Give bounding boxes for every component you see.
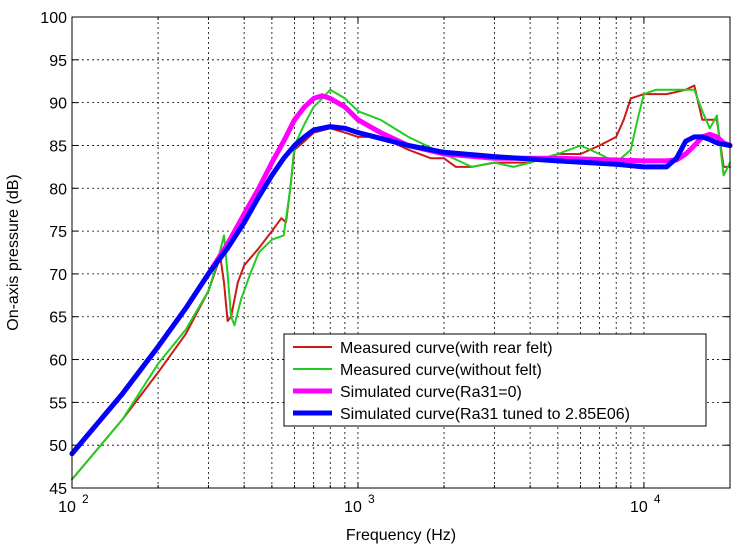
y-tick-label: 45 <box>49 481 67 498</box>
y-tick-label: 100 <box>40 10 67 27</box>
y-tick-label: 85 <box>49 138 67 155</box>
x-tick-label-exponent: 4 <box>654 492 661 506</box>
y-tick-label: 90 <box>49 96 67 113</box>
y-tick-label: 55 <box>49 395 67 412</box>
legend-label-1: Measured curve(with rear felt) <box>340 340 553 357</box>
x-tick-label-exponent: 2 <box>82 492 89 506</box>
grid <box>72 17 730 488</box>
tick-labels: 45 50 55 60 65 70 75 80 85 90 95 100 10 2 10 3 10 4 <box>40 10 661 516</box>
x-tick-label: 10 <box>630 499 648 516</box>
series-group <box>69 84 733 481</box>
y-tick-label: 60 <box>49 353 67 370</box>
legend: Measured curve(with rear felt) Measured c… <box>283 333 707 427</box>
y-tick-label: 65 <box>49 310 67 327</box>
legend-label-2: Measured curve(without felt) <box>340 362 542 379</box>
legend-label-3: Simulated curve(Ra31=0) <box>340 384 522 401</box>
y-tick-label: 50 <box>49 438 67 455</box>
legend-items: Measured curve(with rear felt) Measured c… <box>293 340 630 423</box>
y-tick-label: 70 <box>49 267 67 284</box>
series-line-3 <box>69 93 733 457</box>
series-line-2 <box>71 88 731 481</box>
x-tick-label: 10 <box>344 499 362 516</box>
x-tick-label: 10 <box>58 499 76 516</box>
plot-frame <box>71 16 731 489</box>
x-axis-label: Frequency (Hz) <box>346 527 456 544</box>
y-tick-label: 95 <box>49 53 67 70</box>
y-tick-label: 80 <box>49 181 67 198</box>
x-tick-label-exponent: 3 <box>368 492 375 506</box>
series-line-4 <box>69 124 733 457</box>
y-axis-label: On-axis pressure (dB) <box>5 174 22 331</box>
legend-label-4: Simulated curve(Ra31 tuned to 2.85E06) <box>340 406 630 423</box>
legend-box <box>283 333 707 427</box>
y-tick-label: 75 <box>49 224 67 241</box>
ticks <box>71 16 731 489</box>
